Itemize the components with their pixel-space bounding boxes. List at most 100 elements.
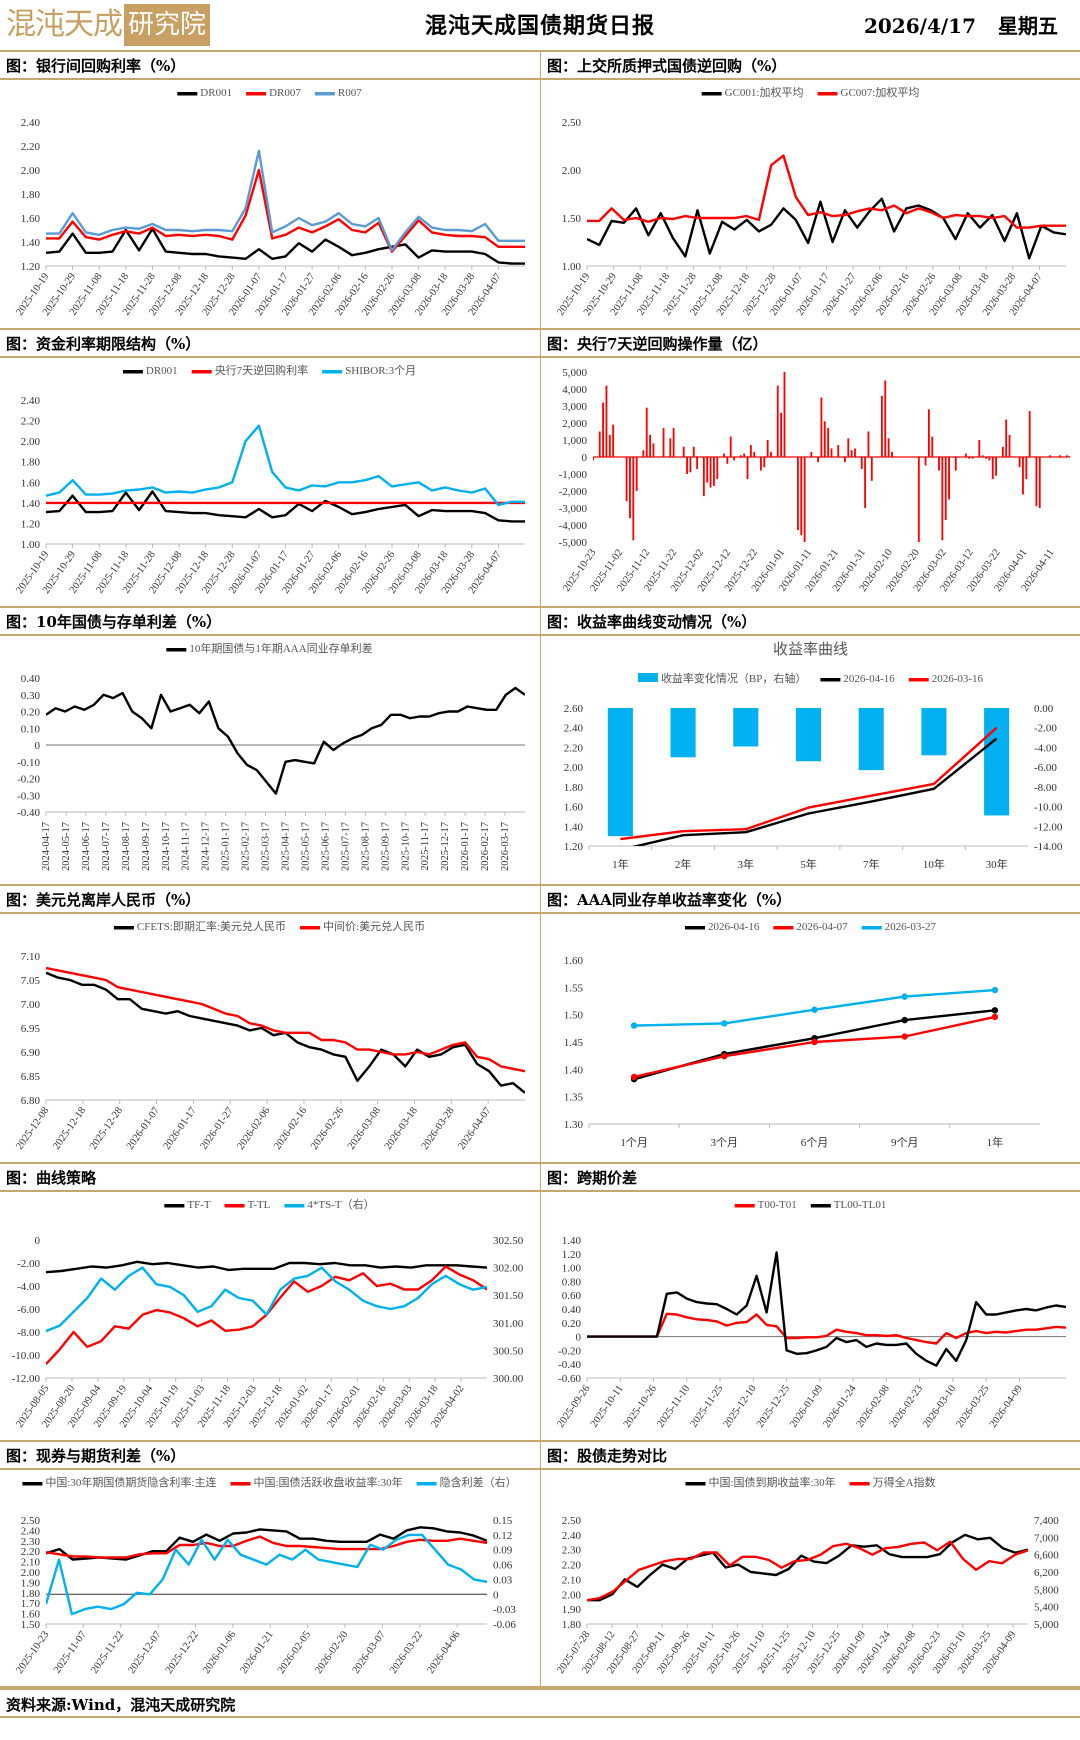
legend-label: DR001 — [146, 365, 178, 377]
legend-item[interactable]: TL00-TL01 — [810, 1199, 887, 1211]
bar — [948, 457, 950, 500]
legend-label: 中国:国债到期收益率:30年 — [708, 1475, 835, 1489]
series-line — [46, 168, 525, 253]
weekday-text: 星期五 — [998, 14, 1058, 38]
bar — [602, 402, 604, 457]
bar — [954, 457, 957, 471]
bar — [795, 708, 822, 762]
plot-area — [607, 708, 1010, 846]
legend-item[interactable]: T00-T01 — [734, 1199, 797, 1211]
y-tick-label: 2,000 — [562, 418, 587, 430]
legend-item[interactable]: 2026-04-16 — [820, 673, 895, 685]
bar — [760, 457, 762, 471]
y-tick-label: 0.30 — [21, 690, 41, 702]
x-tick-label: 2025-02-17 — [241, 822, 252, 871]
y2-tick-label: -2.00 — [1034, 723, 1057, 735]
legend-swatch — [122, 370, 143, 374]
bar — [971, 457, 974, 459]
legend-item[interactable]: CFETS:即期汇率:美元兑人民币 — [113, 919, 286, 933]
legend-item[interactable]: 中国:国债活跃收盘收益率:30年 — [230, 1475, 403, 1489]
source-note: 资料来源:Wind，混沌天成研究院 — [0, 1688, 1080, 1718]
y-tick-label: 2.00 — [562, 165, 582, 177]
y-tick-label: 1.80 — [564, 782, 584, 794]
legend-label: GC007:加权平均 — [841, 86, 920, 99]
legend-item[interactable]: 2026-03-27 — [861, 921, 937, 933]
legend-item[interactable]: SHIBOR:3个月 — [322, 364, 416, 377]
y-tick-label: 2.30 — [21, 1536, 41, 1548]
y-tick-label: -0.40 — [17, 807, 40, 819]
legend-label: 中间价:美元兑人民币 — [323, 919, 425, 933]
bar — [1065, 455, 1068, 457]
chart-panel: 图：央行7天逆回购操作量（亿） 5,000 4,000 3,000 2,000 1,000… — [540, 330, 1080, 608]
plot-area — [593, 372, 1070, 542]
bar — [981, 455, 984, 457]
y2-tick-label: 5,000 — [1034, 1619, 1059, 1631]
legend-item[interactable]: 万得全A指数 — [849, 1475, 936, 1489]
bar — [978, 440, 981, 457]
bar — [689, 457, 692, 473]
bar — [964, 453, 967, 457]
x-tick-label: 2026-01-21 — [239, 1629, 276, 1675]
bar — [635, 457, 638, 491]
category-label: 3个月 — [711, 1136, 739, 1149]
y-tick-label: 1.50 — [21, 1619, 41, 1631]
legend-swatch — [322, 370, 343, 374]
x-tick-label: 2025-12-08 — [14, 1105, 51, 1151]
x-tick-label: 2025-12-10 — [722, 1383, 759, 1429]
series-line — [46, 424, 525, 507]
x-tick-label: 2025-09-17 — [380, 822, 391, 871]
x-tick-label: 2025-04-17 — [281, 822, 292, 871]
bar — [938, 457, 940, 471]
legend-item[interactable]: 2026-04-16 — [685, 921, 760, 933]
legend-item[interactable]: DR001 — [177, 87, 232, 99]
bar — [670, 708, 696, 758]
legend-item[interactable]: TF-T — [164, 1199, 211, 1211]
y-tick-label: 1.40 — [562, 1235, 582, 1247]
legend-item[interactable]: 收益率变化情况（BP，右轴） — [637, 671, 806, 685]
x-tick-label: 2025-12-18 — [51, 1105, 88, 1151]
y-tick-label: -0.20 — [558, 1345, 581, 1357]
y-tick-label: 2.50 — [21, 1515, 41, 1527]
legend: 中国:国债到期收益率:30年 万得全A指数 — [685, 1475, 936, 1489]
y-tick-label: 0 — [582, 452, 588, 464]
x-tick-label: 2026-03-22 — [388, 1629, 425, 1675]
legend-item[interactable]: 10年期国债与1年期AAA同业存单利差 — [166, 641, 373, 655]
y-tick-label: 0.20 — [562, 1318, 582, 1330]
bar — [924, 457, 927, 466]
legend-item[interactable]: 央行7天逆回购利率 — [191, 363, 309, 377]
legend-item[interactable]: T-TL — [224, 1199, 271, 1211]
legend-item[interactable]: DR001 — [122, 365, 178, 377]
y-tick-label: 2.40 — [21, 395, 41, 407]
legend-swatch — [284, 1204, 305, 1208]
x-tick-label: 2024-12-17 — [201, 822, 212, 871]
bar — [803, 457, 806, 542]
legend-item[interactable]: 2026-04-07 — [773, 921, 848, 933]
x-tick-label: 2025-10-11 — [589, 1383, 626, 1429]
legend-item[interactable]: 中国:30年期国债期货隐含利率:主连 — [22, 1475, 217, 1489]
plot-area — [46, 149, 525, 265]
bar — [830, 448, 833, 457]
data-point — [721, 1053, 728, 1060]
legend-item[interactable]: 隐含利差（右） — [416, 1475, 517, 1489]
legend-item[interactable]: 中间价:美元兑人民币 — [300, 919, 425, 933]
legend-item[interactable]: GC007:加权平均 — [817, 86, 920, 99]
legend-item[interactable]: R007 — [314, 87, 362, 99]
x-tick-label: 2026-03-07 — [351, 1629, 388, 1675]
legend-swatch — [416, 1482, 437, 1486]
category-label: 30年 — [986, 857, 1008, 871]
y-tick-label: 1.55 — [564, 982, 584, 994]
y-tick-label: 6.85 — [21, 1071, 41, 1083]
legend-item[interactable]: 4*TS-T（右） — [284, 1197, 375, 1211]
bar — [733, 708, 759, 747]
legend-item[interactable]: 2026-03-16 — [908, 673, 984, 685]
legend-item[interactable]: 中国:国债到期收益率:30年 — [685, 1475, 836, 1489]
y-tick-label: -3,000 — [559, 503, 588, 515]
y2-tick-label: -8.00 — [1034, 782, 1057, 794]
y-tick-label: 2.40 — [564, 723, 584, 735]
legend-item[interactable]: DR007 — [246, 87, 301, 99]
y-tick-label: 6.90 — [21, 1047, 41, 1059]
y2-tick-label: -0.06 — [493, 1619, 516, 1631]
bar — [706, 457, 709, 483]
legend-item[interactable]: GC001:加权平均 — [701, 86, 804, 99]
bar — [692, 446, 695, 457]
